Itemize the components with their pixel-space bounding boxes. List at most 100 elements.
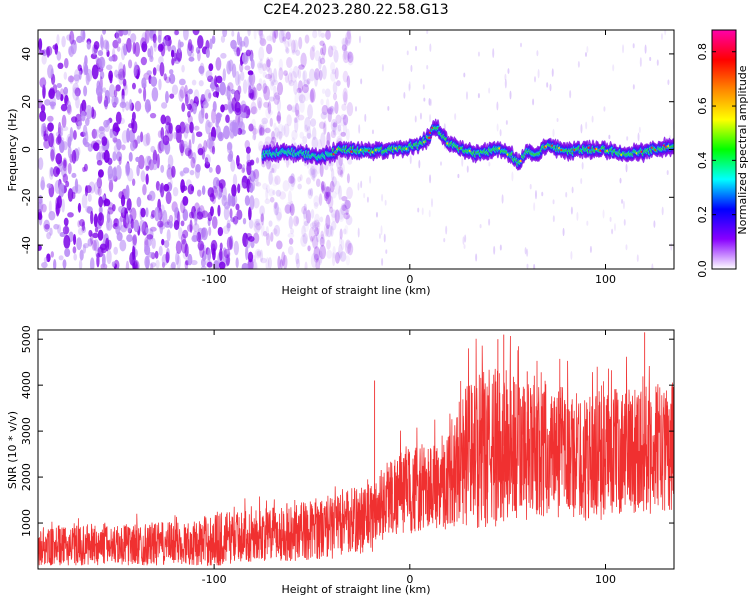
spectrogram-cell (160, 126, 165, 140)
spectrogram-cell (271, 163, 277, 174)
spectrogram-cell (50, 103, 55, 110)
spectrogram-cell (287, 245, 294, 256)
spectrogram-cell (263, 101, 270, 108)
spectrogram-cell (159, 62, 165, 77)
colorbar: 0.0 0.2 0.4 0.6 0.8 Normalized spectral ampl… (696, 29, 749, 278)
spectrogram-cell (330, 62, 336, 72)
spectrogram-cell (314, 213, 320, 226)
spectrogram-cell (139, 219, 146, 233)
spectrogram-cell (541, 191, 544, 197)
spectrogram-cell (187, 253, 193, 266)
spectrogram-cell (329, 180, 335, 193)
spectrogram-cell (262, 82, 268, 94)
spectrogram-cell (160, 164, 165, 173)
spectrogram-cell (97, 50, 104, 57)
spectrogram-cell (123, 83, 129, 96)
spectrogram-cell (168, 122, 173, 134)
spectrogram-cell (570, 206, 573, 215)
spectrogram-cell (304, 116, 311, 131)
spectrogram-cell (332, 81, 338, 94)
spectrogram-cell (258, 63, 265, 74)
spectrogram-cell (270, 136, 277, 145)
spectrogram-cell (330, 71, 337, 82)
spectrogram-cells (38, 30, 674, 269)
spectrogram-cell (180, 238, 188, 254)
spectrogram-cell (299, 131, 305, 139)
spectrogram-cell (86, 68, 93, 82)
spectrogram-cell (307, 188, 313, 200)
spectrogram-cell (187, 111, 191, 118)
spectrogram-cell (69, 30, 75, 45)
spectrogram-cell (165, 36, 169, 51)
snr-x-tick-label: 0 (406, 573, 413, 586)
spectrogram-cell (321, 88, 326, 94)
spectrogram-cell (243, 36, 249, 48)
spectrogram-cell (270, 72, 275, 87)
spectrogram-cell (409, 155, 412, 165)
spectrogram-cell (166, 229, 171, 242)
spectrogram-cell (57, 121, 62, 135)
spectrogram-cell (276, 240, 283, 250)
spectrogram-cell (62, 259, 67, 269)
spectrogram-cell (319, 40, 325, 46)
spectrogram-cell (295, 216, 300, 225)
spectrogram-cell (421, 207, 424, 216)
spectrogram-cell (106, 249, 112, 265)
spectrogram-cell (341, 44, 347, 52)
spectrogram-cell (345, 128, 350, 141)
spectrogram-cell (319, 57, 326, 65)
spectrogram-cell (271, 167, 275, 174)
spectrogram-cell (336, 250, 342, 261)
spectrogram-cell (255, 250, 261, 261)
spectrogram-cell (125, 212, 129, 224)
spectrogram-cell (414, 115, 417, 123)
spectrogram-cell (106, 217, 113, 231)
spectrogram-cell (121, 144, 126, 151)
spectrogram-cell (121, 97, 125, 113)
spectrogram-cell (182, 167, 190, 174)
spectrogram-cell (653, 220, 656, 228)
spectrogram-cell (47, 122, 54, 132)
spectrogram-cell (331, 252, 336, 266)
spectrogram-cell (235, 257, 239, 269)
spectrogram-cell (324, 164, 329, 171)
spectrogram-cell (162, 209, 168, 225)
spectrogram-cell (245, 245, 249, 261)
spectrogram-cell (644, 44, 647, 54)
spectrogram-cell (225, 114, 230, 124)
spectrogram-cell (289, 203, 295, 216)
colorbar-tick-label: 0.8 (696, 43, 709, 61)
spectrogram-cell (341, 103, 347, 111)
snr-y-ticks: 1000 2000 3000 4000 5000 (20, 325, 674, 537)
spectrogram-cell (656, 59, 659, 66)
spectrogram-cell (252, 134, 257, 141)
spectrogram-cell (195, 163, 201, 173)
snr-x-tick-label: 100 (595, 573, 616, 586)
spectrogram-cell (182, 208, 189, 222)
spectrogram-cell (84, 55, 88, 67)
snr-frame (37, 329, 675, 570)
spectrogram-cell (178, 227, 183, 240)
spectrogram-cell (67, 146, 72, 159)
spectrogram-cell (611, 228, 614, 235)
spectrogram-cell (136, 135, 141, 144)
spectrogram-cell (316, 221, 321, 228)
spectrogram-cell (280, 30, 286, 37)
spectrogram-cell (295, 109, 300, 118)
spectrogram-cell (67, 212, 74, 218)
spectrogram-cell (282, 36, 287, 42)
spectrogram-cell (311, 136, 319, 150)
spectrogram-cell (218, 179, 226, 189)
spectrogram-cell (247, 258, 254, 269)
spectrogram-cell (336, 156, 343, 170)
spectrogram-cell (44, 223, 50, 230)
spectrogram-cell (131, 178, 136, 186)
spectrogram-cell (133, 219, 140, 233)
spectrogram-x-ticks: -100 0 100 (202, 30, 616, 286)
spectrogram-cell (56, 51, 62, 61)
spectrogram-cell (311, 224, 318, 232)
spectrogram-cell (565, 191, 568, 198)
spectrogram-cell (290, 177, 297, 185)
spectrogram-cell (259, 30, 264, 40)
